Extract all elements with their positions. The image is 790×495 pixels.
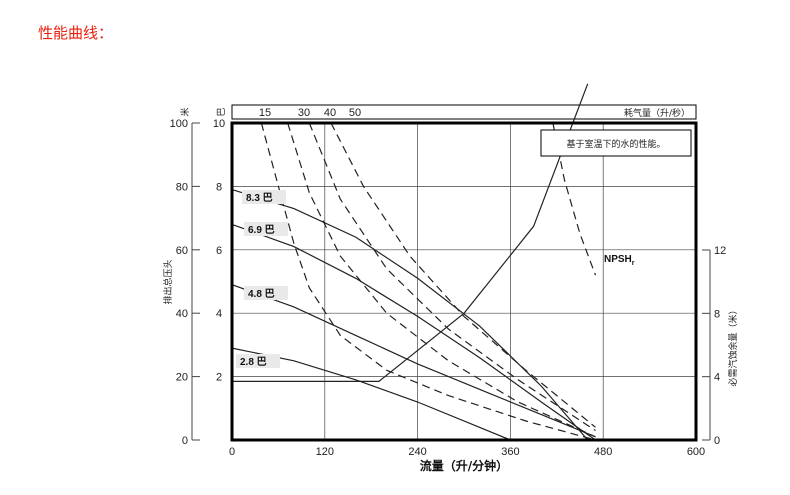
series-line [231,223,596,441]
top-tick-label: 15 [259,107,271,119]
y-tick-label: 60 [176,245,188,257]
left-outer-ticks: 0 20 40 60 80 100 [170,118,200,447]
top-tick-label: 50 [349,107,361,119]
pressure-label: 2.8 巴 [240,356,267,368]
top-tick-label: 40 [324,107,336,119]
pressure-label-bg [242,190,286,204]
grid-lines [232,123,696,440]
y-tick-label: 20 [176,372,188,384]
npsh-line [232,83,589,382]
note-box [540,129,692,157]
series-group [231,83,597,441]
x-tick-label: 600 [687,446,705,458]
top-axis-box [231,104,697,120]
pressure-label-bg [244,222,288,236]
left-inner-unit: 巴 [216,107,227,116]
pressure-label: 4.8 巴 [248,288,275,300]
x-tick-label: 0 [229,446,235,458]
y3-tick-label: 0 [714,435,720,447]
x-tick-label: 360 [501,446,519,458]
x-tick-label: 480 [594,446,612,458]
y2-tick-label: 4 [216,308,222,320]
x-axis-title: 流量（升/分钟） [420,458,508,473]
plot-frame [230,121,698,442]
series-line [231,347,511,441]
pressure-labels: 8.3 巴 6.9 巴 4.8 巴 2.8 巴 [236,190,288,368]
x-tick-label: 120 [316,446,334,458]
right-axis-ticks: 0 4 8 12 [702,245,726,447]
air-consumption-line [287,122,596,438]
air-consumption-line [330,122,596,428]
y2-tick-label: 10 [213,118,225,130]
left-outer-unit: 米 [179,107,191,116]
y-tick-label: 100 [170,118,188,130]
y-tick-label: 0 [182,435,188,447]
top-axis-label: 耗气量（升/秒） [624,107,690,119]
y2-tick-label: 6 [216,245,222,257]
y-tick-label: 40 [176,308,188,320]
y3-tick-label: 12 [714,245,726,257]
pressure-label: 6.9 巴 [248,224,275,236]
series-line [231,284,596,438]
y2-tick-label: 2 [216,372,222,384]
top-tick-label: 30 [298,107,310,119]
x-tick-label: 240 [408,446,426,458]
series-line [231,189,589,441]
npsh-label: NPSHr [604,254,635,267]
top-axis-ticks: 15 30 40 50 [259,107,361,119]
y3-tick-label: 4 [714,372,720,384]
right-axis-title: 必需汽蚀余量（米） [727,305,739,386]
y3-tick-label: 8 [714,308,720,320]
air-consumption-line [308,122,596,432]
y-tick-label: 80 [176,181,188,193]
air-consumption-line [260,122,596,441]
pressure-label-bg [244,286,288,300]
note-text: 基于室温下的水的性能。 [566,138,665,150]
pressure-label-bg [236,354,280,368]
x-axis-ticks: 0 120 240 360 480 600 [229,446,705,458]
y2-tick-label: 8 [216,181,222,193]
y-axis-title: 排出总压头 [162,259,174,304]
left-inner-ticks: 2 4 6 8 10 [213,118,225,384]
page-heading: 性能曲线： [38,24,114,42]
pressure-label: 8.3 巴 [246,192,273,204]
